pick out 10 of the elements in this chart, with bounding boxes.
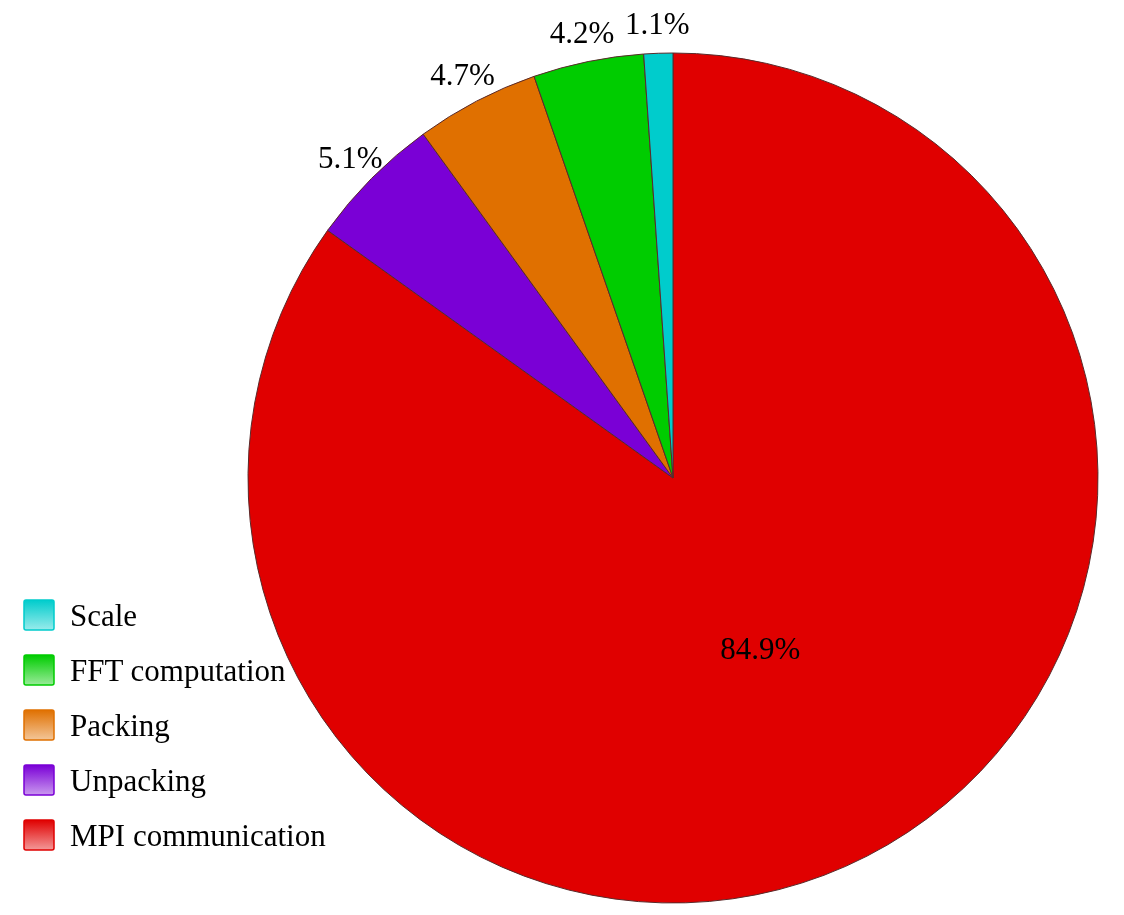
- legend-label: Scale: [70, 597, 138, 633]
- data-label: 1.1%: [624, 5, 690, 41]
- data-label: 5.1%: [317, 139, 383, 175]
- data-label: 4.2%: [549, 14, 615, 50]
- data-label: 84.9%: [720, 630, 801, 666]
- legend-label: Packing: [70, 707, 170, 743]
- legend-label: Unpacking: [70, 762, 207, 798]
- legend-label: FFT computation: [70, 652, 287, 688]
- data-label: 4.7%: [430, 57, 495, 93]
- legend-label: MPI communication: [70, 817, 327, 853]
